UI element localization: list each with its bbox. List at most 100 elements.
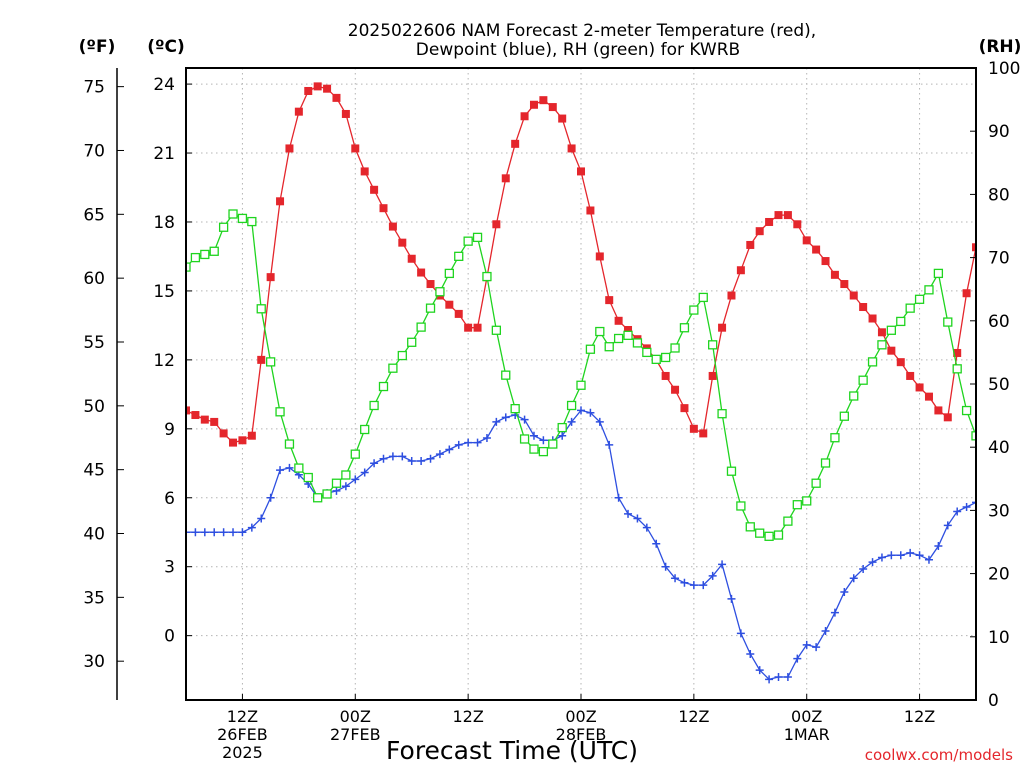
rh-point [472, 232, 483, 243]
temperature-point [464, 323, 473, 332]
rh-point [294, 463, 304, 473]
rh-line [186, 213, 976, 537]
x-tick-label: 12Z [678, 707, 709, 726]
dewpoint-point [671, 574, 680, 583]
x-tick-label: 12Z [227, 707, 258, 726]
dewpoint-point [614, 493, 623, 502]
temperature-point [520, 112, 529, 121]
fahrenheit-tick-label: 65 [83, 205, 105, 225]
temperature-point [454, 309, 463, 318]
chart-title-line1: 2025022606 NAM Forecast 2-meter Temperat… [348, 21, 816, 41]
rh-point [388, 363, 398, 373]
temperature-point [699, 429, 708, 438]
celsius-tick-label: 3 [164, 558, 175, 578]
rh-tick-label: 90 [988, 122, 1010, 142]
fahrenheit-tick-label: 40 [83, 525, 105, 545]
x-tick-label: 00Z [565, 707, 596, 726]
x-tick-label: 26FEB [217, 725, 268, 744]
rh-point [773, 530, 784, 540]
dewpoint-point [972, 498, 976, 507]
temperature-point [991, 177, 999, 185]
dewpoint-point [200, 528, 209, 537]
dewpoint-point [558, 431, 567, 440]
rh-point [867, 357, 878, 367]
dewpoint-point [802, 640, 811, 649]
dewpoint-point [661, 562, 670, 571]
rh-point [792, 500, 802, 510]
rh-point [313, 493, 323, 503]
temperature-point [924, 392, 933, 401]
celsius-tick-label: 18 [153, 213, 175, 233]
rh-point [341, 470, 351, 480]
rh-tick-label: 10 [988, 628, 1010, 648]
dewpoint-point [445, 445, 454, 454]
temperature-point [351, 144, 360, 153]
dewpoint-point [426, 454, 435, 463]
rh-point [698, 292, 708, 303]
temperature-point [219, 429, 228, 438]
rh-point [275, 407, 285, 417]
temperature-point [671, 385, 680, 394]
temperature-point [624, 325, 633, 334]
rh-tick-label: 60 [988, 312, 1010, 332]
temperature-point [285, 144, 294, 153]
rh-point [529, 444, 539, 454]
temperature-point [962, 289, 971, 298]
celsius-tick-label: 24 [153, 75, 175, 95]
dewpoint-point [539, 436, 548, 445]
dewpoint-point [482, 434, 491, 443]
temperature-point [332, 93, 341, 102]
rh-point [350, 449, 360, 459]
dewpoint-point [341, 482, 350, 491]
rh-point [256, 304, 266, 314]
temperature-point [370, 185, 379, 194]
temperature-point [614, 316, 623, 325]
dewpoint-point [417, 456, 426, 465]
rh-point [284, 439, 295, 449]
celsius-tick-label: 21 [153, 144, 175, 164]
temperature-point [407, 254, 416, 263]
temperature-point [294, 107, 303, 116]
dewpoint-point [266, 493, 275, 502]
temperature-point [830, 270, 839, 279]
celsius-tick-label: 9 [164, 420, 175, 440]
rh-tick-label: 100 [988, 59, 1020, 79]
dewpoint-point [652, 539, 661, 548]
temperature-point [238, 436, 247, 445]
temperature-point [736, 266, 745, 275]
rh-point [247, 216, 257, 227]
dewpoint-point [718, 560, 727, 569]
rh-point [378, 381, 389, 392]
temperature-point [567, 144, 576, 153]
temperature-point [548, 103, 557, 112]
rh-point [407, 337, 417, 347]
temperature-point [492, 220, 501, 229]
temperature-point [417, 268, 426, 277]
dewpoint-point [398, 452, 407, 461]
x-tick-label: 28FEB [556, 725, 607, 744]
temperature-point [247, 431, 256, 440]
rh-point [670, 343, 680, 353]
temperature-point [972, 243, 976, 252]
dewpoint-point [407, 456, 416, 465]
temperature-point [539, 96, 548, 105]
dewpoint-point [906, 548, 915, 557]
dewpoint-point [454, 440, 463, 449]
temperature-point [276, 197, 285, 206]
fahrenheit-tick-label: 75 [83, 78, 105, 98]
rh-point [265, 357, 276, 367]
temperature-point [934, 406, 943, 415]
dewpoint-point [219, 528, 228, 537]
rh-point [726, 466, 737, 476]
rh-point [755, 528, 765, 538]
rh-point [830, 433, 840, 443]
temperature-point [765, 217, 774, 226]
dewpoint-point [812, 643, 821, 652]
rh-point [463, 236, 473, 246]
x-tick-label: 27FEB [330, 725, 381, 744]
rh-point [519, 434, 530, 444]
dewpoint-point [708, 571, 717, 580]
rh-point [303, 472, 313, 483]
dewpoint-line [186, 409, 976, 681]
temperature-point [689, 424, 698, 433]
